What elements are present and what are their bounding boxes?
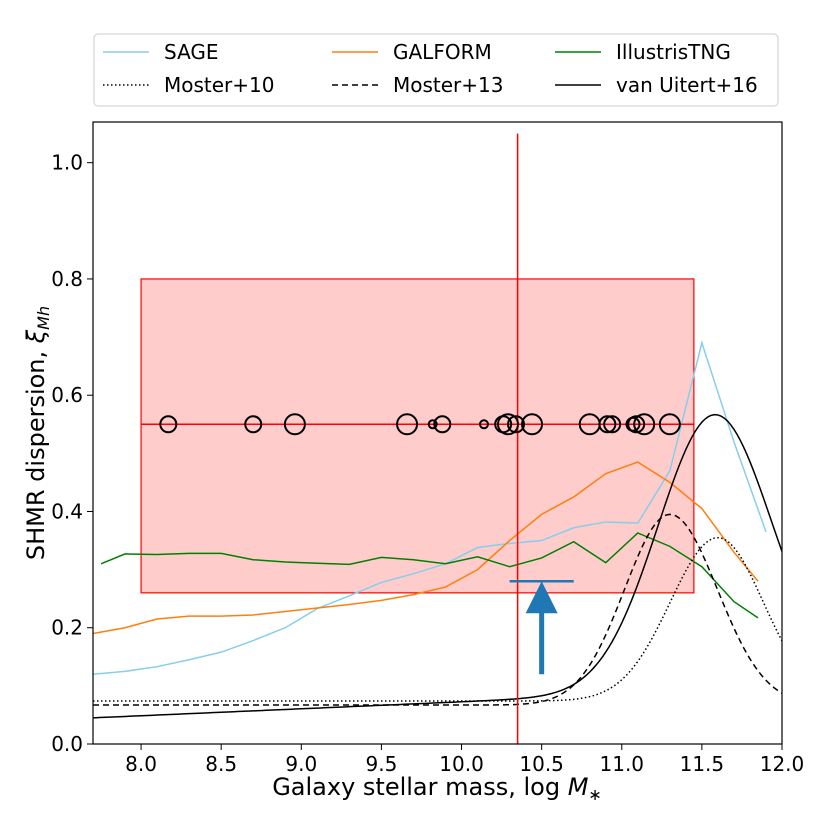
series-line-sage xyxy=(93,340,767,675)
y-tick-label-0.4: 0.4 xyxy=(51,499,83,523)
x-tick-label-8.0: 8.0 xyxy=(125,752,157,776)
series-line-moster-10 xyxy=(93,536,782,702)
legend-label-van-uitert-16: van Uitert+16 xyxy=(616,73,758,97)
data-point-circle-3 xyxy=(283,413,306,436)
data-point-circle-11 xyxy=(521,413,544,436)
data-point-circle-6 xyxy=(433,415,452,434)
data-point-circle-14 xyxy=(603,415,622,434)
y-axis-label-symbol: ξ xyxy=(22,329,50,344)
data-point-circle-10 xyxy=(507,415,526,434)
data-point-circle-18 xyxy=(658,413,681,436)
data-point-circle-13 xyxy=(598,415,617,434)
x-tick-label-9.5: 9.5 xyxy=(366,752,398,776)
x-axis-label-subscript: ∗ xyxy=(588,785,601,804)
x-axis-label-text: Galaxy stellar mass, log xyxy=(272,773,568,801)
data-point-circle-1 xyxy=(159,415,178,434)
y-axis-label-subscript: Mh xyxy=(34,306,53,330)
x-axis-label-symbol: M xyxy=(568,773,589,801)
y-tick-label-0.2: 0.2 xyxy=(51,616,83,640)
series-line-moster-13 xyxy=(93,513,782,706)
data-point-circle-16 xyxy=(627,415,646,434)
data-point-circle-4 xyxy=(396,413,419,436)
axis-ticks: 8.0 8.5 9.0 9.5 10.0 10.5 11.0 11.5 12.0 0.0 0.2 0.… xyxy=(51,151,804,776)
plot-frame xyxy=(92,121,783,745)
x-tick-label-11.0: 11.0 xyxy=(600,752,645,776)
y-tick-label-0.6: 0.6 xyxy=(51,383,83,407)
legend-label-illustristng: IllustrisTNG xyxy=(616,40,731,64)
legend-label-sage: SAGE xyxy=(164,40,219,64)
legend-label-moster-10: Moster+10 xyxy=(164,73,275,97)
x-tick-label-9.0: 9.0 xyxy=(285,752,317,776)
data-point-circle-17 xyxy=(633,413,656,436)
plot-area xyxy=(93,133,782,744)
series-line-van-uitert-16 xyxy=(93,413,782,719)
x-tick-label-12.0: 12.0 xyxy=(760,752,805,776)
x-tick-label-10.5: 10.5 xyxy=(519,752,564,776)
y-axis-label: SHMR dispersion, ξMh xyxy=(22,306,53,560)
x-tick-label-11.5: 11.5 xyxy=(680,752,725,776)
upper-limit-arrowhead xyxy=(525,581,558,614)
x-tick-label-8.5: 8.5 xyxy=(205,752,237,776)
data-point-circle-5 xyxy=(427,419,438,430)
legend-label-galform: GALFORM xyxy=(393,40,492,64)
x-tick-label-10.0: 10.0 xyxy=(439,752,484,776)
y-tick-label-0.0: 0.0 xyxy=(51,732,83,756)
x-axis-label: Galaxy stellar mass, log M∗ xyxy=(272,773,602,804)
y-axis-label-text: SHMR dispersion, xyxy=(22,343,50,560)
data-point-circle-7 xyxy=(478,419,489,430)
range-box xyxy=(140,278,695,594)
y-tick-label-1.0: 1.0 xyxy=(51,151,83,175)
data-point-circle-2 xyxy=(244,415,263,434)
series-line-galform xyxy=(93,461,759,635)
legend-label-moster-13: Moster+13 xyxy=(393,73,504,97)
legend-frame xyxy=(93,33,779,107)
data-point-circle-9 xyxy=(497,413,520,436)
y-tick-label-0.8: 0.8 xyxy=(51,267,83,291)
legend: SAGE GALFORM IllustrisTNG Moster+10 Moster+1… xyxy=(93,33,779,107)
